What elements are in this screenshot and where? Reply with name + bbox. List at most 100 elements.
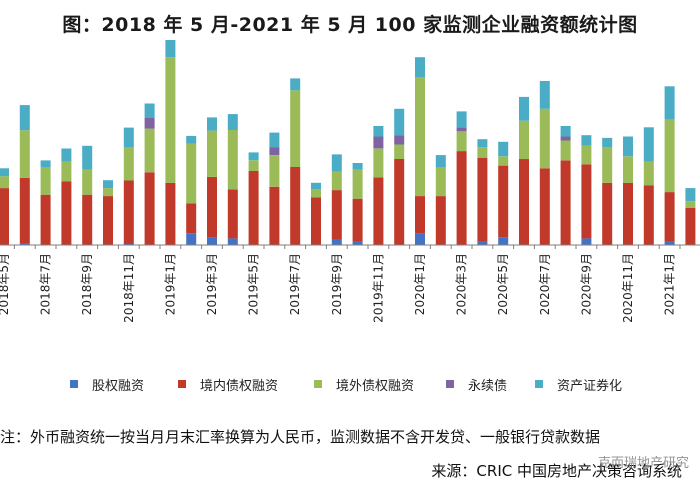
bar-segment bbox=[560, 136, 571, 141]
x-tick-label: 2018年11月 bbox=[122, 253, 136, 323]
bar-segment bbox=[373, 126, 384, 137]
bar-segment bbox=[269, 186, 280, 245]
bar-segment bbox=[123, 180, 134, 244]
bar-segment bbox=[82, 145, 93, 170]
legend-item: 境外债权融资 bbox=[314, 372, 414, 396]
bar-segment bbox=[82, 169, 93, 195]
legend-label: 永续债 bbox=[468, 378, 508, 394]
bar-segment bbox=[498, 165, 509, 237]
bar-segment bbox=[519, 120, 529, 160]
bar-segment bbox=[373, 177, 384, 245]
bar-segment bbox=[144, 172, 155, 245]
bar-segment bbox=[227, 189, 238, 239]
x-tick-label: 2018年5月 bbox=[0, 253, 11, 315]
bar-segment bbox=[165, 182, 176, 245]
bar-segment bbox=[456, 111, 467, 128]
bar-segment bbox=[643, 185, 654, 245]
x-tick-label: 2018年9月 bbox=[80, 253, 94, 315]
bar-segment bbox=[311, 189, 321, 198]
bar-segment bbox=[331, 239, 342, 245]
bar-segment bbox=[560, 160, 571, 245]
bar-segment bbox=[290, 78, 301, 91]
bar-segment bbox=[685, 201, 696, 208]
x-tick-label: 2019年5月 bbox=[247, 253, 261, 315]
legend-swatch bbox=[535, 380, 543, 388]
bar-segment bbox=[123, 147, 134, 181]
x-tick-label: 2020年7月 bbox=[538, 253, 552, 315]
bar-segment bbox=[290, 167, 301, 245]
bar-segment bbox=[685, 188, 696, 202]
x-tick-label: 2020年3月 bbox=[455, 253, 469, 315]
bar-segment bbox=[269, 147, 280, 155]
x-tick-labels: 2018年5月 2018年7月 2018年9月 2018年11月 2019年1月 2019… bbox=[0, 253, 677, 323]
bar-segment bbox=[311, 197, 321, 245]
bar-segment bbox=[539, 81, 550, 109]
x-tick-label: 2020年1月 bbox=[413, 253, 427, 315]
bar-segment bbox=[560, 140, 571, 161]
x-tick-label: 2020年11月 bbox=[621, 253, 635, 323]
bar-segment bbox=[498, 156, 509, 166]
legend-item: 资产证券化 bbox=[535, 372, 622, 396]
bar-segment bbox=[602, 137, 613, 148]
x-tick-label: 2019年1月 bbox=[163, 253, 177, 315]
bar-segment bbox=[165, 57, 176, 183]
bar-segment bbox=[394, 144, 405, 159]
bar-segment bbox=[227, 114, 238, 130]
bar-segment bbox=[61, 161, 72, 182]
bar-segment bbox=[19, 130, 30, 178]
legend-item: 境内债权融资 bbox=[178, 372, 278, 396]
bar-segment bbox=[331, 190, 342, 239]
source-text: 来源：CRIC 中国房地产决策咨询系统 bbox=[431, 462, 682, 480]
bar-segment bbox=[477, 241, 488, 245]
x-tick-label: 2021年1月 bbox=[663, 253, 677, 315]
bar-segment bbox=[498, 237, 509, 245]
bar-segment bbox=[144, 128, 155, 173]
legend-swatch bbox=[70, 380, 78, 388]
bar-segment bbox=[40, 194, 51, 245]
watermark-text: 克而瑞地产研究 bbox=[598, 456, 690, 471]
bar-segment bbox=[435, 155, 446, 167]
bar-segment bbox=[498, 141, 509, 157]
bar-segment bbox=[207, 176, 217, 238]
bar-segment bbox=[207, 117, 217, 131]
bar-segment bbox=[519, 159, 529, 245]
bar-segment bbox=[352, 163, 363, 170]
legend-item: 永续债 bbox=[446, 372, 507, 396]
bar-segment bbox=[0, 168, 9, 177]
bar-segment bbox=[415, 77, 425, 196]
legend-item: 股权融资 bbox=[70, 372, 144, 396]
bar-segment bbox=[207, 130, 217, 177]
bar-segment bbox=[415, 233, 425, 245]
chart-title: 图：2018 年 5 月-2021 年 5 月 100 家监测企业融资额统计图 bbox=[62, 14, 638, 36]
x-tick-label: 2020年5月 bbox=[496, 253, 510, 315]
bar-segment bbox=[82, 194, 93, 245]
bar-segment bbox=[269, 132, 280, 148]
bar-segment bbox=[352, 241, 363, 245]
bar-segment bbox=[207, 237, 217, 245]
bar-segment bbox=[560, 126, 571, 137]
bar-segment bbox=[623, 182, 633, 245]
bar-segment bbox=[664, 119, 675, 193]
bar-segment bbox=[227, 129, 238, 190]
bar-segment bbox=[623, 156, 633, 183]
bar-segment bbox=[186, 135, 197, 144]
bar-segment bbox=[248, 170, 259, 245]
bar-segment bbox=[643, 161, 654, 186]
bar-segment bbox=[186, 233, 197, 245]
bar-segment bbox=[435, 167, 446, 197]
bar-segment bbox=[0, 176, 9, 189]
bar-segment bbox=[394, 159, 405, 245]
bar-segment bbox=[415, 57, 425, 77]
bar-segment bbox=[685, 208, 696, 245]
bar-segment bbox=[456, 127, 467, 132]
bar-segment bbox=[269, 155, 280, 187]
bar-segment bbox=[19, 243, 30, 245]
bar-segment bbox=[40, 167, 51, 195]
legend-swatch bbox=[314, 380, 322, 388]
bar-segment bbox=[165, 40, 176, 58]
legend-label: 资产证券化 bbox=[557, 378, 623, 394]
bar-segment bbox=[643, 127, 654, 162]
legend-label: 股权融资 bbox=[92, 378, 145, 394]
bar-segment bbox=[103, 196, 113, 245]
bar-segment bbox=[186, 143, 197, 204]
